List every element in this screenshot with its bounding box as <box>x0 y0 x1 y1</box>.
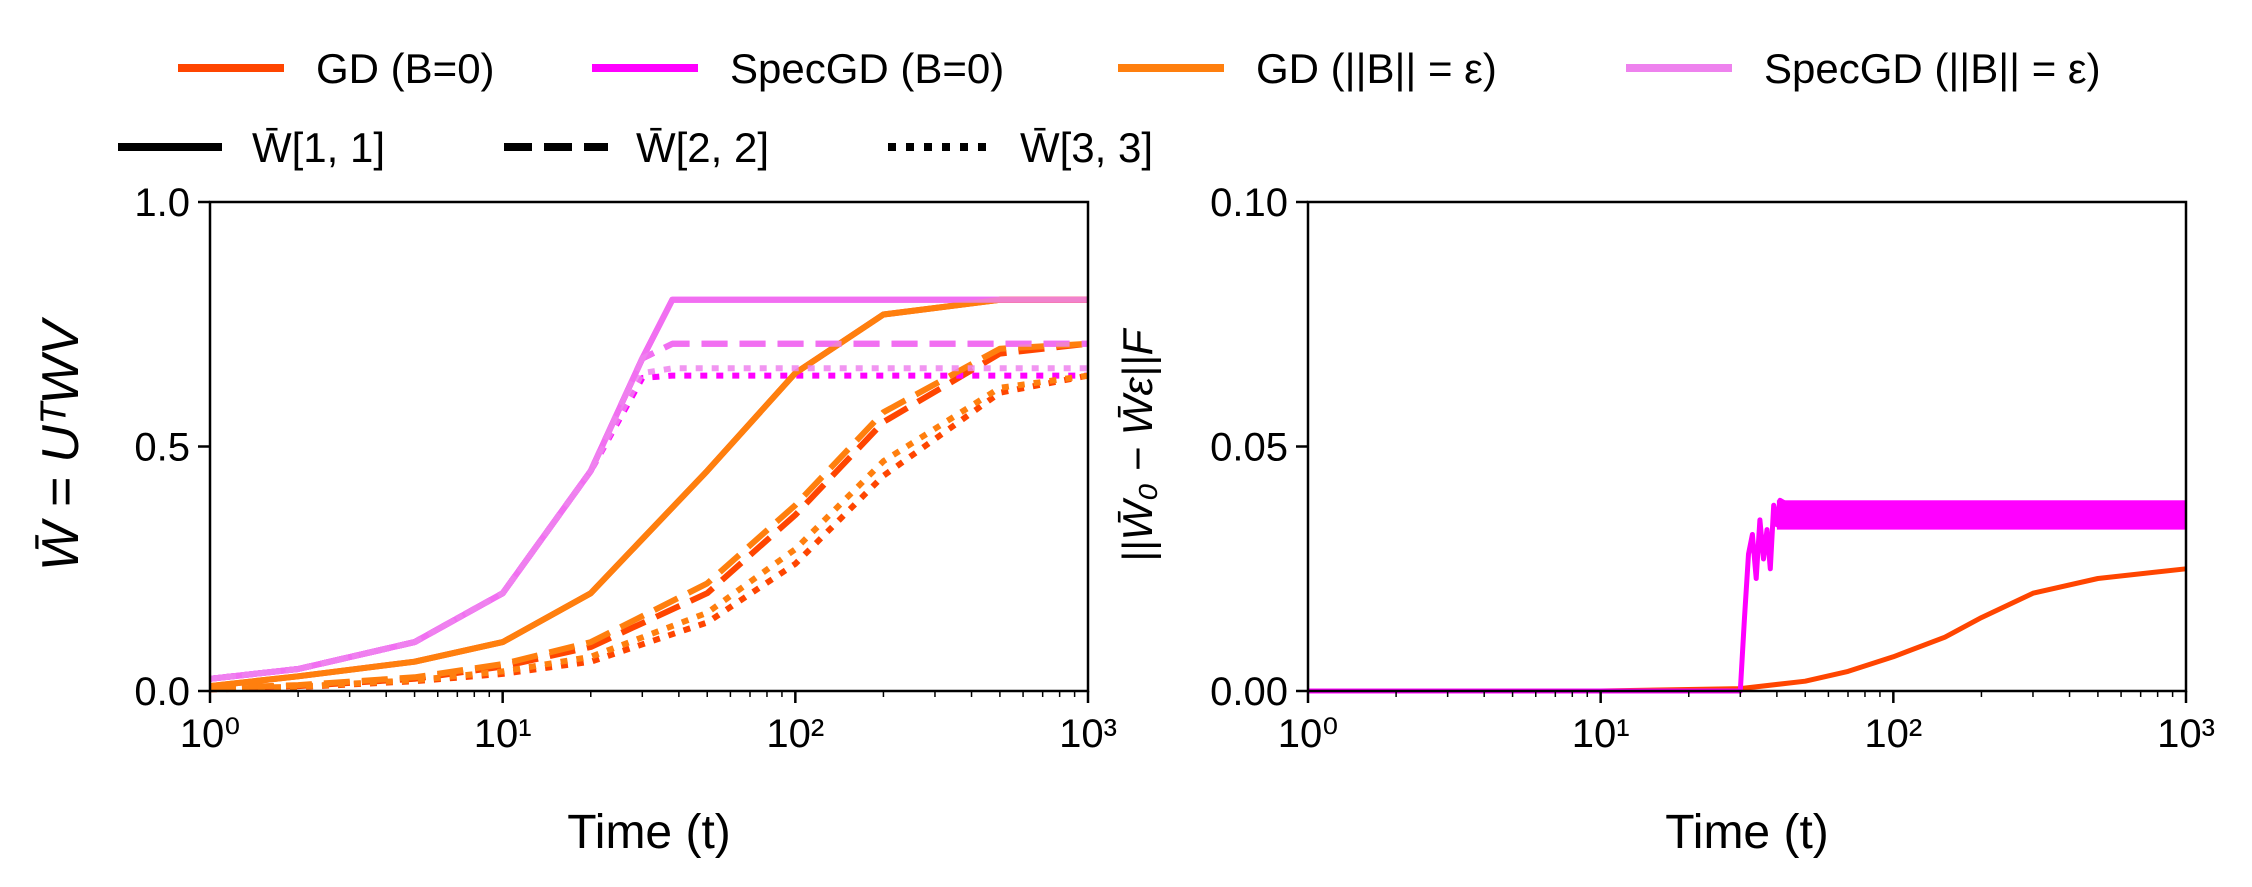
left-ticks-group: 10⁰ 10¹ 10² 10³ 0.0 0.5 1.0 <box>134 181 1117 756</box>
right-panel: 10⁰ 10¹ 10² 10³ 0.00 0.05 0.10 Time (t) ||W̄₀ … <box>1114 181 2215 859</box>
right-x-tick-label: 10² <box>1864 712 1922 756</box>
left-x-axis-title: Time (t) <box>567 806 731 859</box>
legend-label-specgd-b0: SpecGD (B=0) <box>730 45 1004 92</box>
left-panel: 10⁰ 10¹ 10² 10³ 0.0 0.5 1.0 Time (t) W̄ = UᵀWV <box>32 181 1117 859</box>
legend-item-specgd-b0: SpecGD (B=0) <box>592 45 1004 92</box>
legend-label-w33: W̄[3, 3] <box>1020 124 1153 171</box>
legend-item-w22: W̄[2, 2] <box>504 124 769 171</box>
legend-item-w33: W̄[3, 3] <box>888 124 1153 171</box>
right-series-1-line <box>1308 497 2186 694</box>
left-y-tick-label: 0.0 <box>134 670 190 714</box>
legend-row-1: GD (B=0) SpecGD (B=0) GD (||B|| = ε) Spe… <box>178 45 2101 92</box>
legend-item-specgd-eps: SpecGD (||B|| = ε) <box>1626 45 2101 92</box>
legend-label-gd-b0: GD (B=0) <box>316 45 495 92</box>
legend-label-w11: W̄[1, 1] <box>252 124 385 171</box>
right-x-tick-label: 10⁰ <box>1278 712 1339 756</box>
left-series-10-line <box>209 340 1088 682</box>
left-series-1-line <box>209 340 1089 692</box>
right-y-tick-label: 0.00 <box>1210 670 1288 714</box>
legend-item-w11: W̄[1, 1] <box>118 124 385 171</box>
left-y-tick-label: 1.0 <box>134 181 190 225</box>
right-y-tick-label: 0.05 <box>1210 426 1288 470</box>
legend-item-gd-eps: GD (||B|| = ε) <box>1118 45 1497 92</box>
left-series-8-line <box>209 372 1089 692</box>
left-series-5-line <box>209 372 1088 682</box>
left-axes-frame <box>208 200 1090 693</box>
legend-row-2: W̄[1, 1] W̄[2, 2] W̄[3, 3] <box>118 124 1153 171</box>
right-x-tick-label: 10³ <box>2157 712 2215 756</box>
left-series-group <box>209 296 1089 693</box>
legend-label-w22: W̄[2, 2] <box>636 124 769 171</box>
left-series-7-line <box>209 340 1089 692</box>
left-series-11-line <box>209 365 1088 682</box>
left-x-tick-label: 10⁰ <box>180 712 241 756</box>
right-x-tick-label: 10¹ <box>1572 712 1630 756</box>
left-y-axis-title: W̄ = UᵀWV <box>32 317 90 572</box>
right-y-axis-title: ||W̄₀ − W̄ε||F <box>1114 327 1162 562</box>
right-ticks-group: 10⁰ 10¹ 10² 10³ 0.00 0.05 0.10 <box>1210 181 2215 756</box>
legend-item-gd-b0: GD (B=0) <box>178 45 495 92</box>
legend-label-gd-eps: GD (||B|| = ε) <box>1256 45 1497 92</box>
left-series-4-line <box>209 340 1088 682</box>
legend-label-specgd-eps: SpecGD (||B|| = ε) <box>1764 45 2101 92</box>
left-series-6-line <box>209 296 1088 690</box>
left-y-tick-label: 0.5 <box>134 426 190 470</box>
left-x-tick-label: 10³ <box>1059 712 1117 756</box>
left-x-tick-label: 10² <box>766 712 824 756</box>
right-series-group <box>1308 497 2187 694</box>
left-x-tick-label: 10¹ <box>474 712 532 756</box>
right-y-tick-label: 0.10 <box>1210 181 1288 225</box>
right-x-axis-title: Time (t) <box>1665 806 1829 859</box>
